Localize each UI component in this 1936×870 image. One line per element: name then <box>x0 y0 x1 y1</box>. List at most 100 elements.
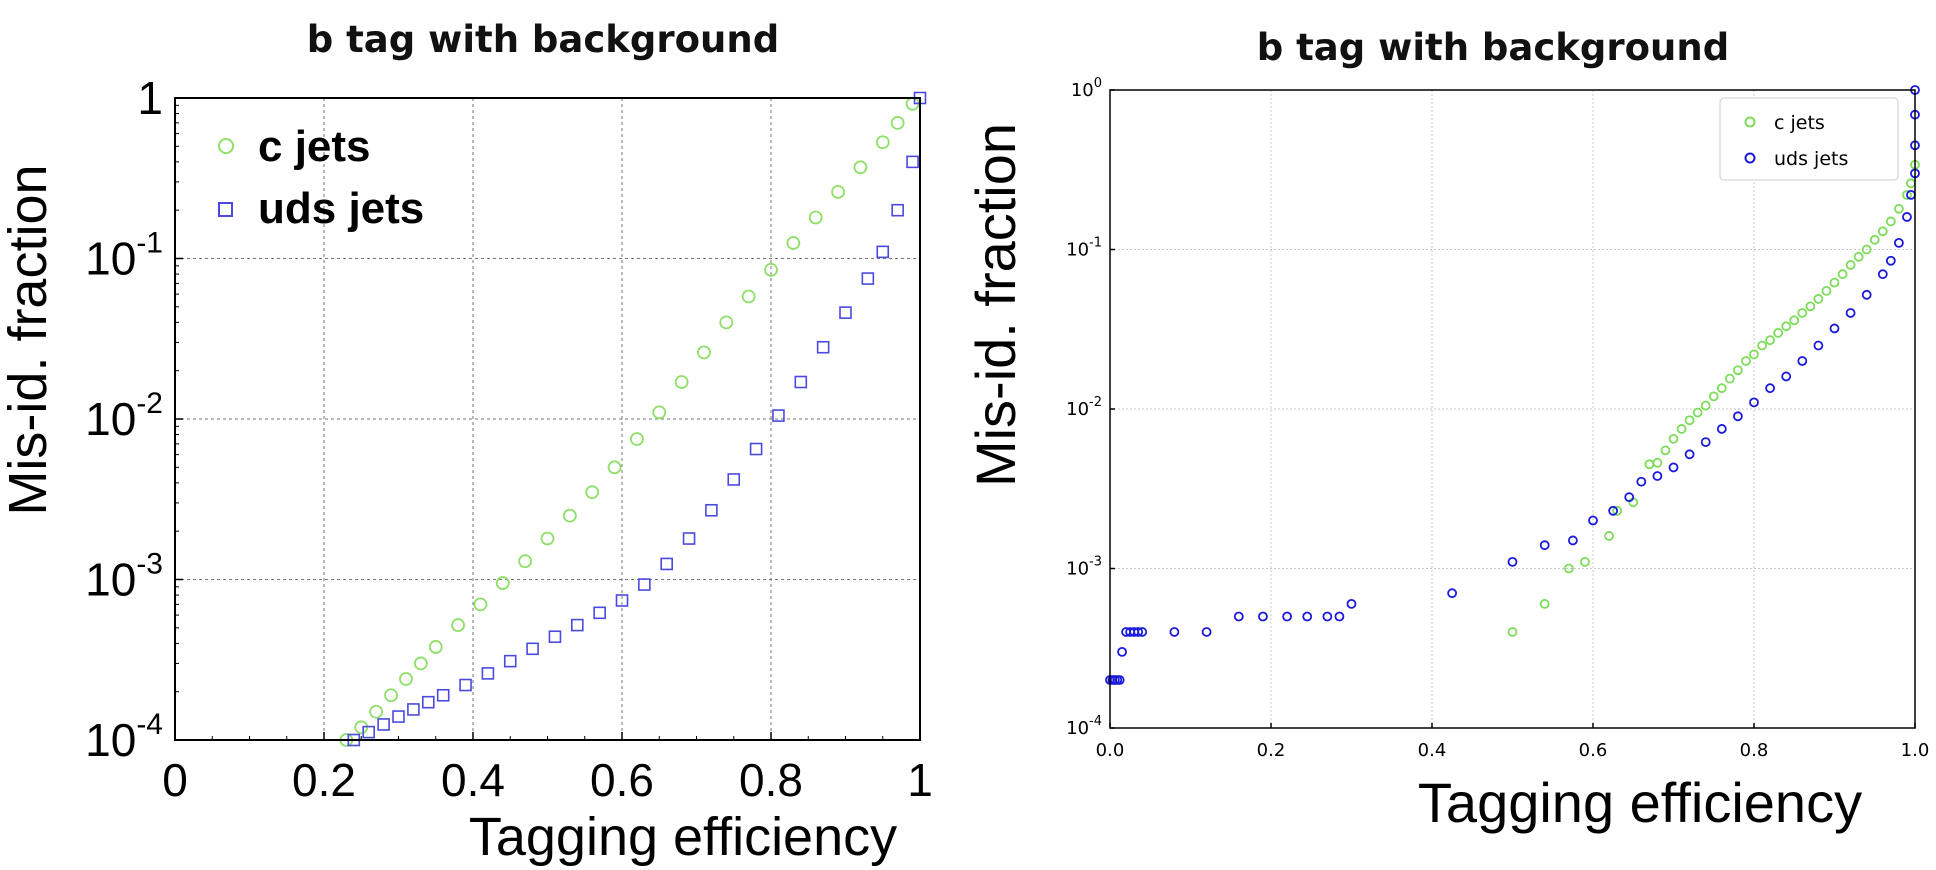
data-point <box>1716 383 1727 394</box>
data-point <box>808 210 823 225</box>
data-point <box>503 654 517 668</box>
data-point <box>719 315 734 330</box>
data-point <box>1789 315 1800 326</box>
y-tick-label: 10-1 <box>1066 236 1102 261</box>
data-point <box>1507 627 1518 637</box>
data-point <box>1652 457 1663 468</box>
data-point <box>1201 627 1212 637</box>
data-point <box>1894 237 1904 248</box>
data-point <box>674 375 689 389</box>
data-point <box>1652 471 1663 481</box>
data-point <box>1668 462 1679 473</box>
x-tick-label: 0.2 <box>1257 740 1286 761</box>
data-point <box>705 503 718 517</box>
legend-marker-uds-jets <box>1744 152 1756 164</box>
data-point <box>794 375 808 389</box>
data-point <box>831 184 845 199</box>
y-tick-label: 1 <box>137 72 163 124</box>
data-point <box>1258 611 1268 622</box>
data-point <box>377 718 390 731</box>
data-point <box>495 576 510 590</box>
data-point <box>369 704 384 719</box>
data-point <box>1821 286 1832 296</box>
data-point <box>876 245 890 259</box>
data-point <box>1829 277 1840 288</box>
x-tick-label: 0.8 <box>739 754 803 806</box>
y-tick-label: 10-4 <box>1066 714 1102 739</box>
series-c-jets <box>1507 159 1920 637</box>
left-chart-series <box>339 91 927 747</box>
data-point <box>682 532 696 545</box>
data-point <box>1861 244 1872 255</box>
data-point <box>1282 611 1292 622</box>
x-tick-label: 1.0 <box>1901 740 1930 761</box>
data-point <box>593 606 606 620</box>
y-tick-label: 100 <box>1071 76 1102 101</box>
data-point <box>570 618 584 632</box>
data-point <box>518 554 533 569</box>
data-point <box>1447 588 1458 599</box>
data-point <box>1829 323 1840 334</box>
x-tick-label: 0.8 <box>1740 740 1769 761</box>
data-point <box>1563 563 1574 574</box>
data-point <box>615 594 629 607</box>
data-point <box>1781 371 1792 382</box>
data-point <box>421 695 435 709</box>
right-chart-x-axis-label: Tagging efficiency <box>1418 771 1862 834</box>
data-point <box>1567 535 1578 546</box>
right-chart-ticks: 0.0 0.2 0.4 0.6 0.8 1.0 10-4 10-3 10-2 10-1 100 <box>1066 76 1929 761</box>
data-point <box>1668 433 1679 444</box>
data-point <box>399 672 413 686</box>
x-tick-label: 0.6 <box>590 754 654 806</box>
data-point <box>786 236 801 250</box>
data-point <box>1608 505 1619 516</box>
data-point <box>1302 611 1313 622</box>
data-point <box>407 703 420 716</box>
data-point <box>1741 356 1751 366</box>
legend-box <box>1719 97 1899 181</box>
left-chart-ticks: 0 0.2 0.4 0.6 0.8 1 10-4 10-3 10-2 10-1 1 <box>85 72 933 806</box>
data-point <box>1805 301 1816 312</box>
data-point <box>891 203 904 217</box>
data-point <box>1885 255 1896 266</box>
data-point <box>540 531 555 546</box>
data-point <box>906 155 919 169</box>
series-uds-jets <box>347 91 927 747</box>
x-tick-label: 0.6 <box>1579 740 1608 761</box>
data-point <box>526 642 539 656</box>
data-point <box>473 597 488 612</box>
data-point <box>1700 437 1711 448</box>
left-chart-grid <box>175 98 920 740</box>
legend-label-uds-jets: uds jets <box>258 184 424 233</box>
data-point <box>451 618 466 632</box>
data-point <box>1733 365 1743 376</box>
right-chart: b tag with background 0.0 0.2 0.4 0.6 0.8 1.0… <box>964 26 1929 834</box>
data-point <box>1604 531 1614 541</box>
data-point <box>1539 540 1550 551</box>
left-chart-x-axis-label: Tagging efficiency <box>469 807 897 867</box>
data-point <box>749 442 763 456</box>
data-point <box>392 710 405 723</box>
y-tick-label: 10-1 <box>85 227 163 285</box>
data-point <box>638 578 651 591</box>
data-point <box>1684 449 1695 460</box>
data-point <box>772 409 785 422</box>
legend-label-c-jets: c jets <box>1774 112 1825 134</box>
data-point <box>1797 356 1808 366</box>
data-point <box>853 160 868 175</box>
data-point <box>548 630 562 644</box>
data-point <box>1644 459 1655 470</box>
data-point <box>1133 627 1144 637</box>
data-point <box>1684 415 1695 426</box>
data-point <box>1861 289 1872 300</box>
data-point <box>727 473 741 486</box>
left-chart-legend: c jets uds jets <box>218 122 424 233</box>
data-point <box>1906 178 1916 189</box>
y-tick-label: 10-2 <box>85 387 163 445</box>
data-point <box>1749 349 1759 360</box>
data-point <box>1845 260 1856 270</box>
y-tick-label: 10-3 <box>85 548 163 606</box>
data-point <box>652 405 667 420</box>
legend-marker-uds-jets <box>218 202 233 217</box>
